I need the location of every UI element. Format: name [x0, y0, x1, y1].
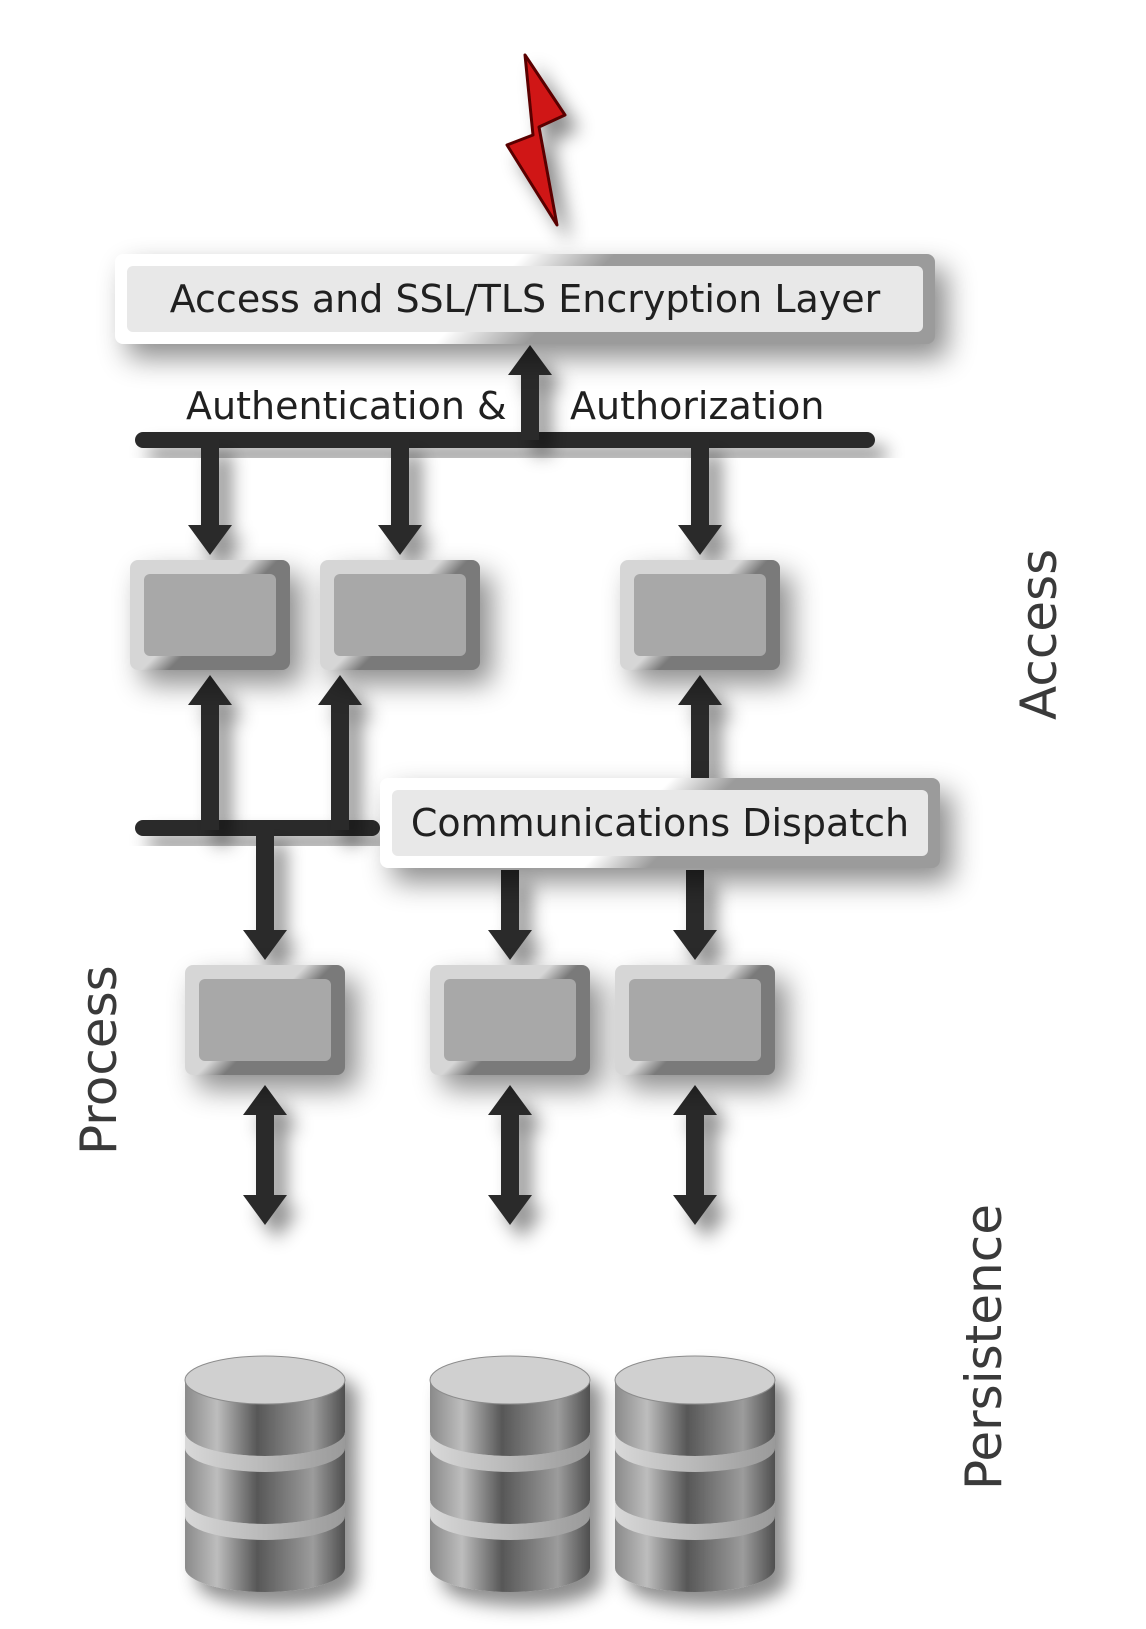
access-component-1 — [320, 560, 480, 670]
arrow — [488, 1085, 532, 1225]
side-label-persistence: Persistence — [955, 1204, 1013, 1490]
side-label-process: Process — [70, 965, 128, 1155]
arrow — [678, 675, 722, 780]
encryption_layer-box: Access and SSL/TLS Encryption Layer — [115, 254, 935, 344]
access-component-0 — [130, 560, 290, 670]
database-icon — [185, 1356, 345, 1592]
database-icon — [615, 1356, 775, 1592]
label-auth_right: Authorization — [570, 384, 825, 428]
label-auth_left: Authentication & — [186, 384, 507, 428]
arrow — [378, 440, 422, 555]
comm_dispatch-box-label: Communications Dispatch — [411, 801, 909, 845]
arrow — [243, 830, 287, 960]
encryption_layer-box-label: Access and SSL/TLS Encryption Layer — [170, 277, 881, 321]
side-label-access: Access — [1010, 549, 1068, 720]
arrow — [673, 1085, 717, 1225]
arrow — [488, 870, 532, 960]
access-component-2 — [620, 560, 780, 670]
arrow — [318, 675, 362, 830]
database-icon — [430, 1356, 590, 1592]
comm_dispatch-box: Communications Dispatch — [380, 778, 940, 868]
arrow — [673, 870, 717, 960]
arrow — [508, 345, 552, 440]
arrow — [243, 1085, 287, 1225]
process-component-1 — [430, 965, 590, 1075]
arrow — [678, 440, 722, 555]
process-component-0 — [185, 965, 345, 1075]
lightning-bolt-icon — [507, 55, 565, 225]
arrow — [188, 440, 232, 555]
process-component-2 — [615, 965, 775, 1075]
arrow — [188, 675, 232, 830]
connector-bar — [135, 432, 875, 448]
